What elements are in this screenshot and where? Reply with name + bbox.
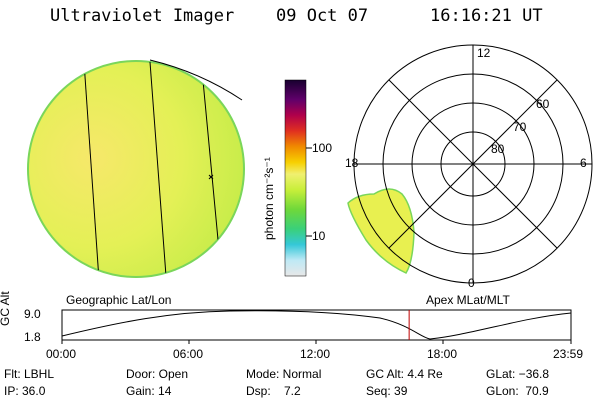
info-seq: Seq: 39	[366, 384, 408, 398]
polar-plot	[347, 44, 593, 284]
latitude-arc	[149, 59, 243, 101]
mlt-label-12: 12	[477, 46, 491, 60]
timeline-xtick: 12:00	[300, 347, 331, 361]
info-filter: Flt: LBHL	[4, 367, 55, 381]
timeline-ylabel: GC Alt	[0, 291, 12, 326]
mlt-label-0: 0	[468, 276, 475, 290]
lat-label-80: 80	[491, 142, 505, 156]
timeline-ymax: 9.0	[24, 307, 41, 321]
info-mode: Mode: Normal	[246, 367, 322, 381]
info-gc-alt: GC Alt: 4.4 Re	[366, 367, 443, 381]
mlt-label-18: 18	[345, 156, 359, 170]
info-ip: IP: 36.0	[4, 384, 46, 398]
lat-label-70: 70	[513, 120, 527, 134]
geo-panel-label: Geographic Lat/Lon	[66, 293, 172, 307]
info-glat: GLat: −36.8	[486, 367, 550, 381]
colorbar	[284, 79, 312, 277]
mlt-label-6: 6	[580, 156, 587, 170]
timeline-xtick: 06:00	[173, 347, 204, 361]
geo-disk	[27, 59, 245, 278]
info-dsp: Dsp: 7.2	[246, 384, 301, 398]
aurora-region	[347, 188, 415, 274]
polar-panel-label: Apex MLat/MLT	[426, 293, 510, 307]
date-label: 09 Oct 07	[276, 6, 369, 26]
subsatellite-marker	[208, 174, 214, 180]
instrument-title: Ultraviolet Imager	[50, 6, 235, 26]
altitude-timeline	[61, 309, 572, 344]
longitude-line	[149, 61, 167, 277]
time-label: 16:16:21 UT	[430, 6, 543, 26]
timeline-xtick: 00:00	[46, 347, 77, 361]
timeline-xtick: 18:00	[427, 347, 458, 361]
altitude-curve	[61, 310, 572, 340]
info-door: Door: Open	[126, 367, 189, 381]
longitude-line	[83, 61, 100, 277]
colorbar-tick-10: 10	[312, 229, 326, 243]
info-gain: Gain: 14	[126, 384, 172, 398]
timeline-ymin: 1.8	[24, 330, 41, 344]
lat-label-60: 60	[536, 97, 550, 111]
timeline-xtick: 23:59	[553, 347, 584, 361]
colorbar-unit-label: photon cm⁻²s⁻¹	[262, 157, 276, 240]
info-glon: GLon: 70.9	[486, 384, 549, 398]
colorbar-tick-100: 100	[312, 141, 333, 155]
